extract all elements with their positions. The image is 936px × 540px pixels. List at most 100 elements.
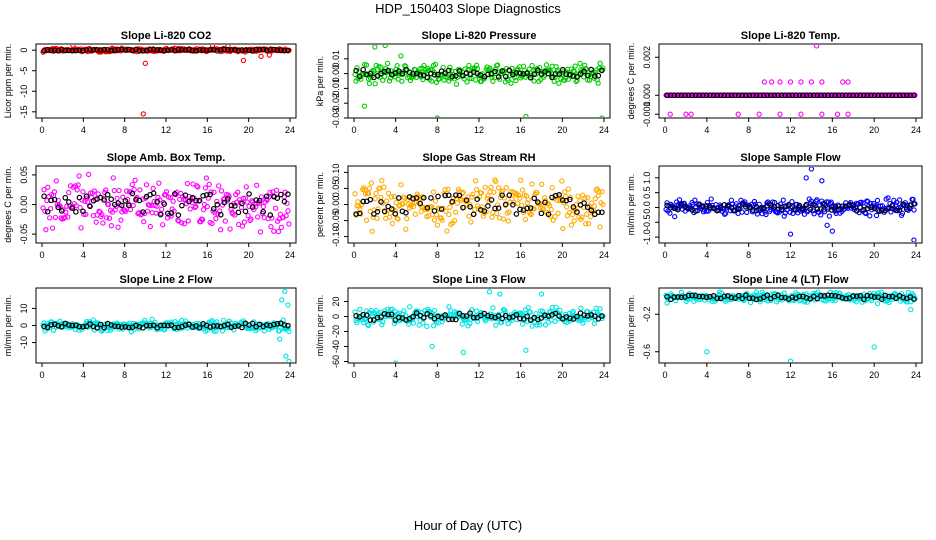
- reference-point: [911, 92, 917, 99]
- reference-point: [119, 202, 125, 209]
- x-tick-label: 12: [161, 250, 171, 260]
- data-point: [420, 320, 426, 326]
- reference-point: [832, 203, 839, 209]
- reference-point: [839, 92, 846, 99]
- outlier-point: [382, 45, 388, 49]
- reference-point: [242, 208, 249, 215]
- data-point: [531, 206, 537, 212]
- reference-point: [746, 204, 753, 210]
- reference-point: [742, 92, 749, 99]
- reference-point: [675, 294, 681, 300]
- y-tick-label: -10: [19, 336, 29, 349]
- reference-point: [739, 295, 746, 302]
- reference-point: [513, 311, 520, 318]
- data-point: [543, 62, 550, 68]
- reference-point: [746, 295, 753, 302]
- x-tick-label: 0: [39, 370, 44, 380]
- reference-point: [367, 196, 374, 203]
- reference-point: [467, 310, 473, 316]
- reference-point: [796, 202, 803, 209]
- data-point: [248, 216, 254, 222]
- reference-point: [900, 294, 906, 301]
- outlier-point: [787, 358, 794, 362]
- reference-point: [871, 294, 878, 300]
- reference-point: [210, 47, 217, 53]
- outlier-point: [787, 231, 794, 237]
- reference-point: [456, 68, 463, 74]
- data-point: [538, 205, 544, 211]
- reference-point: [126, 46, 132, 53]
- outlier-point: [434, 115, 440, 117]
- reference-point: [381, 310, 388, 317]
- reference-point: [896, 207, 903, 213]
- reference-point: [281, 47, 288, 54]
- data-point: [814, 197, 820, 203]
- data-point: [577, 60, 583, 67]
- data-point: [268, 223, 274, 230]
- data-point: [43, 227, 49, 233]
- reference-point: [581, 312, 587, 318]
- reference-point: [270, 46, 277, 53]
- y-tick-label: 0: [19, 323, 29, 328]
- reference-point: [818, 92, 824, 99]
- data-point: [149, 316, 155, 322]
- data-point: [486, 66, 492, 72]
- reference-point: [119, 46, 125, 53]
- y-axis-label: percent per min.: [315, 172, 325, 237]
- data-point: [472, 77, 479, 83]
- reference-point: [846, 202, 853, 208]
- data-point: [153, 210, 159, 216]
- reference-point: [186, 198, 192, 205]
- data-point: [517, 310, 524, 316]
- panel-title: Slope Gas Stream RH: [422, 152, 535, 164]
- data-point: [722, 210, 729, 216]
- reference-point: [467, 203, 473, 210]
- reference-point: [270, 321, 277, 328]
- outlier-point: [282, 289, 288, 295]
- reference-point: [513, 211, 520, 217]
- reference-point: [768, 92, 774, 99]
- data-point: [227, 226, 233, 232]
- reference-point: [360, 311, 367, 318]
- reference-point: [186, 321, 192, 328]
- reference-point: [260, 46, 266, 53]
- data-point: [513, 77, 519, 84]
- data-point: [572, 63, 578, 69]
- y-tick-label: 0.00: [19, 196, 29, 214]
- data-point: [600, 201, 606, 208]
- reference-point: [403, 210, 409, 216]
- reference-point: [764, 202, 771, 209]
- x-tick-label: 20: [244, 370, 254, 380]
- data-point: [482, 184, 488, 190]
- reference-point: [58, 46, 65, 53]
- reference-point: [221, 46, 228, 53]
- reference-point: [689, 292, 695, 299]
- data-point: [105, 321, 112, 327]
- data-point: [202, 185, 209, 191]
- data-point: [244, 199, 250, 205]
- reference-point: [168, 210, 175, 216]
- data-point: [818, 212, 824, 218]
- data-point: [243, 184, 249, 190]
- reference-point: [263, 193, 270, 200]
- data-point: [219, 328, 226, 334]
- data-point: [495, 185, 502, 191]
- outlier-point: [819, 111, 825, 117]
- reference-point: [453, 316, 459, 323]
- data-point: [578, 305, 584, 311]
- data-point: [493, 322, 499, 328]
- outlier-point: [361, 103, 368, 109]
- reference-point: [907, 202, 914, 208]
- reference-point: [442, 312, 448, 318]
- reference-point: [868, 92, 874, 99]
- reference-point: [97, 47, 104, 53]
- reference-point: [150, 190, 157, 197]
- data-point: [378, 194, 384, 201]
- reference-point: [438, 314, 445, 321]
- data-point: [585, 220, 592, 227]
- reference-point: [814, 295, 821, 302]
- reference-point: [732, 92, 738, 99]
- x-tick-label: 0: [662, 125, 667, 135]
- x-tick-label: 0: [351, 125, 356, 135]
